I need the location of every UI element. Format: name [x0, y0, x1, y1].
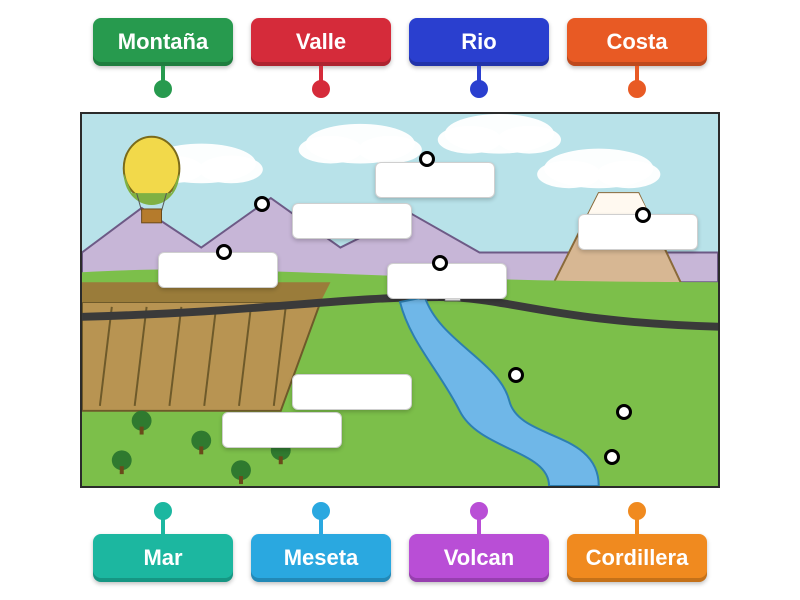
label-text: Volcan — [444, 545, 515, 571]
label-text: Costa — [606, 29, 667, 55]
connector-dot-icon — [312, 80, 330, 98]
labels-top-row: Montaña Valle Rio Costa — [0, 18, 800, 66]
connector-dot-icon — [628, 502, 646, 520]
label-volcan[interactable]: Volcan — [409, 534, 549, 582]
label-costa[interactable]: Costa — [567, 18, 707, 66]
drop-slot[interactable] — [387, 263, 507, 299]
label-montana[interactable]: Montaña — [93, 18, 233, 66]
label-text: Cordillera — [586, 545, 689, 571]
connector-dot-icon — [312, 502, 330, 520]
connector-dot-icon — [154, 502, 172, 520]
label-text: Meseta — [284, 545, 359, 571]
target-pin-icon[interactable] — [216, 244, 232, 260]
label-cordillera[interactable]: Cordillera — [567, 534, 707, 582]
drop-slot[interactable] — [292, 374, 412, 410]
label-text: Montaña — [118, 29, 208, 55]
target-pin-icon[interactable] — [604, 449, 620, 465]
drop-slot[interactable] — [292, 203, 412, 239]
label-text: Mar — [143, 545, 182, 571]
drop-slot[interactable] — [375, 162, 495, 198]
connector-dot-icon — [628, 80, 646, 98]
label-text: Rio — [461, 29, 496, 55]
labels-bottom-row: Mar Meseta Volcan Cordillera — [0, 534, 800, 582]
connector-dot-icon — [470, 80, 488, 98]
label-mar[interactable]: Mar — [93, 534, 233, 582]
connector-dot-icon — [470, 502, 488, 520]
label-valle[interactable]: Valle — [251, 18, 391, 66]
connector-dot-icon — [154, 80, 172, 98]
label-text: Valle — [296, 29, 346, 55]
diagram-board — [80, 112, 720, 488]
label-rio[interactable]: Rio — [409, 18, 549, 66]
drop-slot[interactable] — [222, 412, 342, 448]
label-meseta[interactable]: Meseta — [251, 534, 391, 582]
target-pin-icon[interactable] — [508, 367, 524, 383]
target-pin-icon[interactable] — [254, 196, 270, 212]
